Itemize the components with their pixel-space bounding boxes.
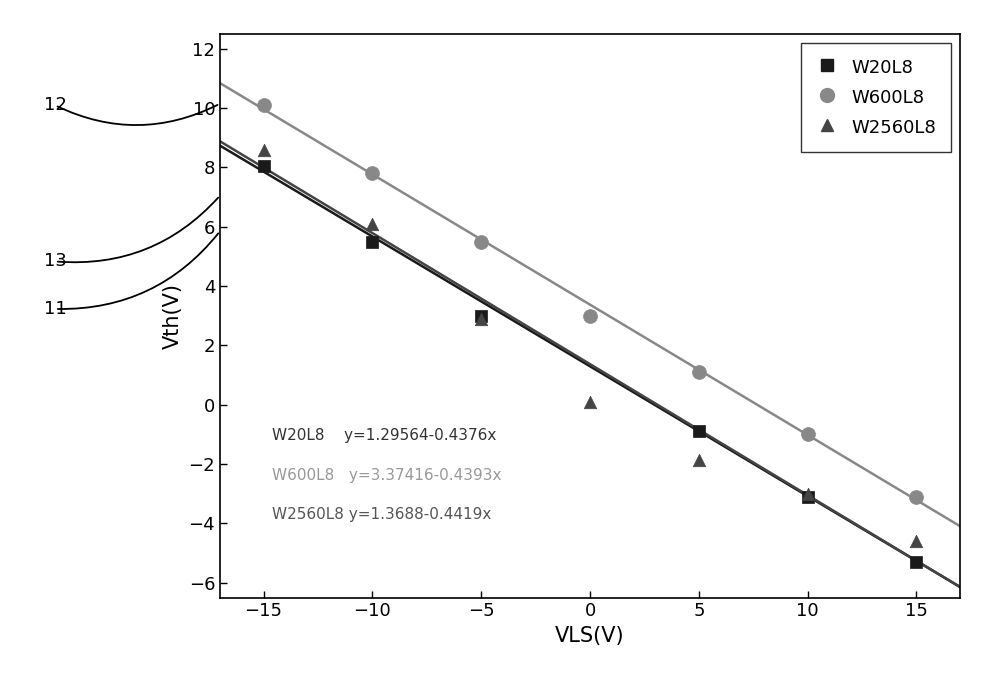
Point (256, 144, 272, 155)
Point (473, 313, 489, 324)
Point (800, 429, 816, 440)
Text: W2560L8 y=1.3688-0.4419x: W2560L8 y=1.3688-0.4419x (272, 507, 491, 522)
Point (800, 488, 816, 499)
Point (908, 491, 924, 502)
Text: 12: 12 (44, 96, 66, 114)
Text: 13: 13 (44, 253, 66, 270)
Text: W600L8   y=3.37416-0.4393x: W600L8 y=3.37416-0.4393x (272, 468, 501, 483)
Point (473, 310, 489, 321)
Text: 11: 11 (44, 300, 66, 318)
Point (473, 236, 489, 247)
Point (908, 557, 924, 568)
Point (364, 168, 380, 179)
Y-axis label: Vth(V): Vth(V) (163, 282, 183, 349)
Point (691, 367, 707, 378)
Point (256, 100, 272, 111)
Point (582, 310, 598, 321)
Text: W20L8    y=1.29564-0.4376x: W20L8 y=1.29564-0.4376x (272, 428, 496, 443)
Point (691, 454, 707, 465)
Point (364, 236, 380, 247)
X-axis label: VLS(V): VLS(V) (555, 626, 625, 646)
Point (800, 491, 816, 502)
Point (908, 536, 924, 547)
Point (256, 160, 272, 171)
Legend: W20L8, W600L8, W2560L8: W20L8, W600L8, W2560L8 (801, 43, 951, 151)
Point (582, 397, 598, 407)
Point (364, 219, 380, 230)
Point (691, 426, 707, 437)
